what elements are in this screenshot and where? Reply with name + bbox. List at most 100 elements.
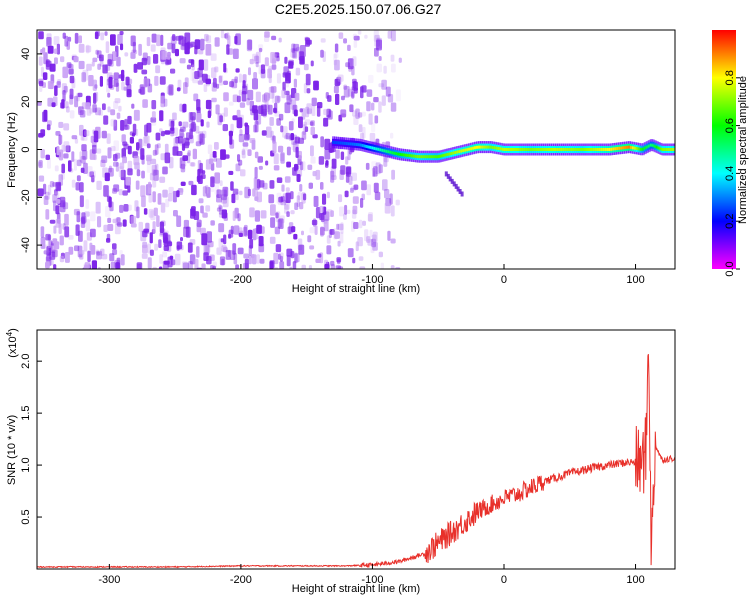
heatmap-cell	[162, 260, 169, 269]
heatmap-cell	[280, 125, 284, 133]
heatmap-cell	[116, 217, 121, 223]
heatmap-cell	[347, 149, 351, 161]
heatmap-cell	[556, 148, 560, 151]
heatmap-cell	[335, 149, 340, 159]
heatmap-cell	[105, 41, 110, 54]
heatmap-cell	[261, 108, 268, 115]
heatmap-cell	[497, 147, 501, 150]
heatmap-cell	[256, 254, 260, 264]
heatmap-cell	[56, 199, 61, 204]
heatmap-cell	[390, 132, 394, 139]
heatmap-cell	[509, 148, 513, 151]
heatmap-cell	[242, 139, 248, 151]
heatmap-cell	[218, 205, 223, 215]
heatmap-cell	[260, 69, 266, 79]
heatmap-cell	[371, 102, 375, 111]
heatmap-cell	[87, 166, 93, 177]
heatmap-cell	[109, 253, 115, 262]
heatmap-cell	[519, 148, 523, 151]
heatmap-cell	[329, 229, 335, 235]
y-tick-label: -20	[20, 189, 32, 205]
heatmap-cell	[154, 75, 159, 86]
heatmap-cell	[179, 103, 183, 112]
heatmap-cell	[96, 148, 102, 154]
heatmap-cell	[525, 148, 529, 151]
heatmap-cell	[390, 205, 395, 217]
heatmap-cell	[200, 38, 205, 51]
heatmap-cell	[149, 172, 155, 181]
heatmap-cell	[626, 145, 629, 149]
heatmap-cell	[352, 257, 356, 264]
heatmap-cell	[285, 132, 291, 140]
heatmap-cell	[212, 265, 216, 269]
heatmap-cell	[66, 62, 72, 69]
heatmap-cell	[194, 71, 200, 79]
heatmap-cell	[143, 78, 150, 88]
heatmap-cell	[206, 231, 212, 243]
heatmap-cell	[113, 154, 118, 162]
heatmap-cell	[162, 166, 168, 175]
heatmap-cell	[347, 44, 351, 51]
heatmap-cell	[195, 125, 200, 134]
heatmap-cell	[301, 131, 307, 140]
heatmap-cell	[290, 191, 294, 200]
heatmap-cell	[436, 155, 440, 159]
heatmap-cell	[555, 148, 558, 151]
heatmap-cell	[296, 46, 300, 53]
heatmap-cell	[387, 230, 391, 241]
heatmap-cell	[159, 176, 166, 183]
heatmap-cell	[247, 188, 251, 197]
heatmap-cell	[320, 136, 324, 148]
heatmap-cell	[127, 204, 132, 211]
snr-y-label: SNR (10 * v/v)	[6, 415, 18, 485]
heatmap-cell	[547, 148, 551, 151]
heatmap-cell	[296, 195, 300, 207]
heatmap-cell	[305, 37, 310, 47]
heatmap-cell	[405, 153, 408, 157]
heatmap-cell	[46, 124, 51, 131]
heatmap-cell	[203, 243, 210, 255]
heatmap-cell	[123, 204, 129, 212]
heatmap-cell	[179, 141, 184, 146]
heatmap-cell	[401, 153, 404, 157]
heatmap-cell	[376, 63, 382, 73]
heatmap-cell	[394, 268, 399, 269]
heatmap-cell	[64, 226, 70, 238]
heatmap-cell	[320, 49, 324, 58]
heatmap-cell	[369, 145, 373, 149]
heatmap-cell	[144, 135, 150, 144]
heatmap-cell	[152, 191, 156, 203]
x-tick-label: -100	[361, 274, 383, 286]
heatmap-cell	[120, 43, 124, 51]
heatmap-cell	[176, 151, 183, 156]
heatmap-cell	[258, 165, 263, 170]
heatmap-cell	[334, 231, 340, 239]
heatmap-cell	[588, 148, 592, 151]
heatmap-cell	[232, 243, 237, 255]
heatmap-cell	[330, 210, 334, 217]
heatmap-cell	[370, 244, 375, 254]
heatmap-cell	[108, 165, 112, 173]
heatmap-cell	[143, 208, 148, 215]
y-tick-label: 20	[20, 96, 32, 108]
heatmap-cell	[40, 236, 46, 249]
heatmap-cell	[279, 153, 285, 162]
heatmap-cell	[106, 72, 113, 82]
heatmap-cell	[222, 124, 228, 132]
heatmap-cell	[45, 60, 52, 70]
heatmap-cell	[324, 263, 330, 269]
heatmap-cell	[196, 113, 202, 123]
heatmap-cell	[108, 167, 114, 177]
heatmap-cell	[442, 153, 446, 157]
heatmap-cell	[190, 68, 194, 81]
heatmap-cell	[598, 148, 602, 151]
heatmap-cell	[635, 147, 639, 150]
heatmap-cell	[205, 78, 211, 85]
heatmap-cell	[460, 149, 464, 153]
x-tick-label: -100	[361, 574, 383, 586]
heatmap-cell	[201, 233, 208, 246]
heatmap-cell	[377, 147, 381, 151]
heatmap-cell	[225, 249, 231, 260]
heatmap-cell	[121, 81, 125, 91]
heatmap-cell	[566, 148, 570, 151]
